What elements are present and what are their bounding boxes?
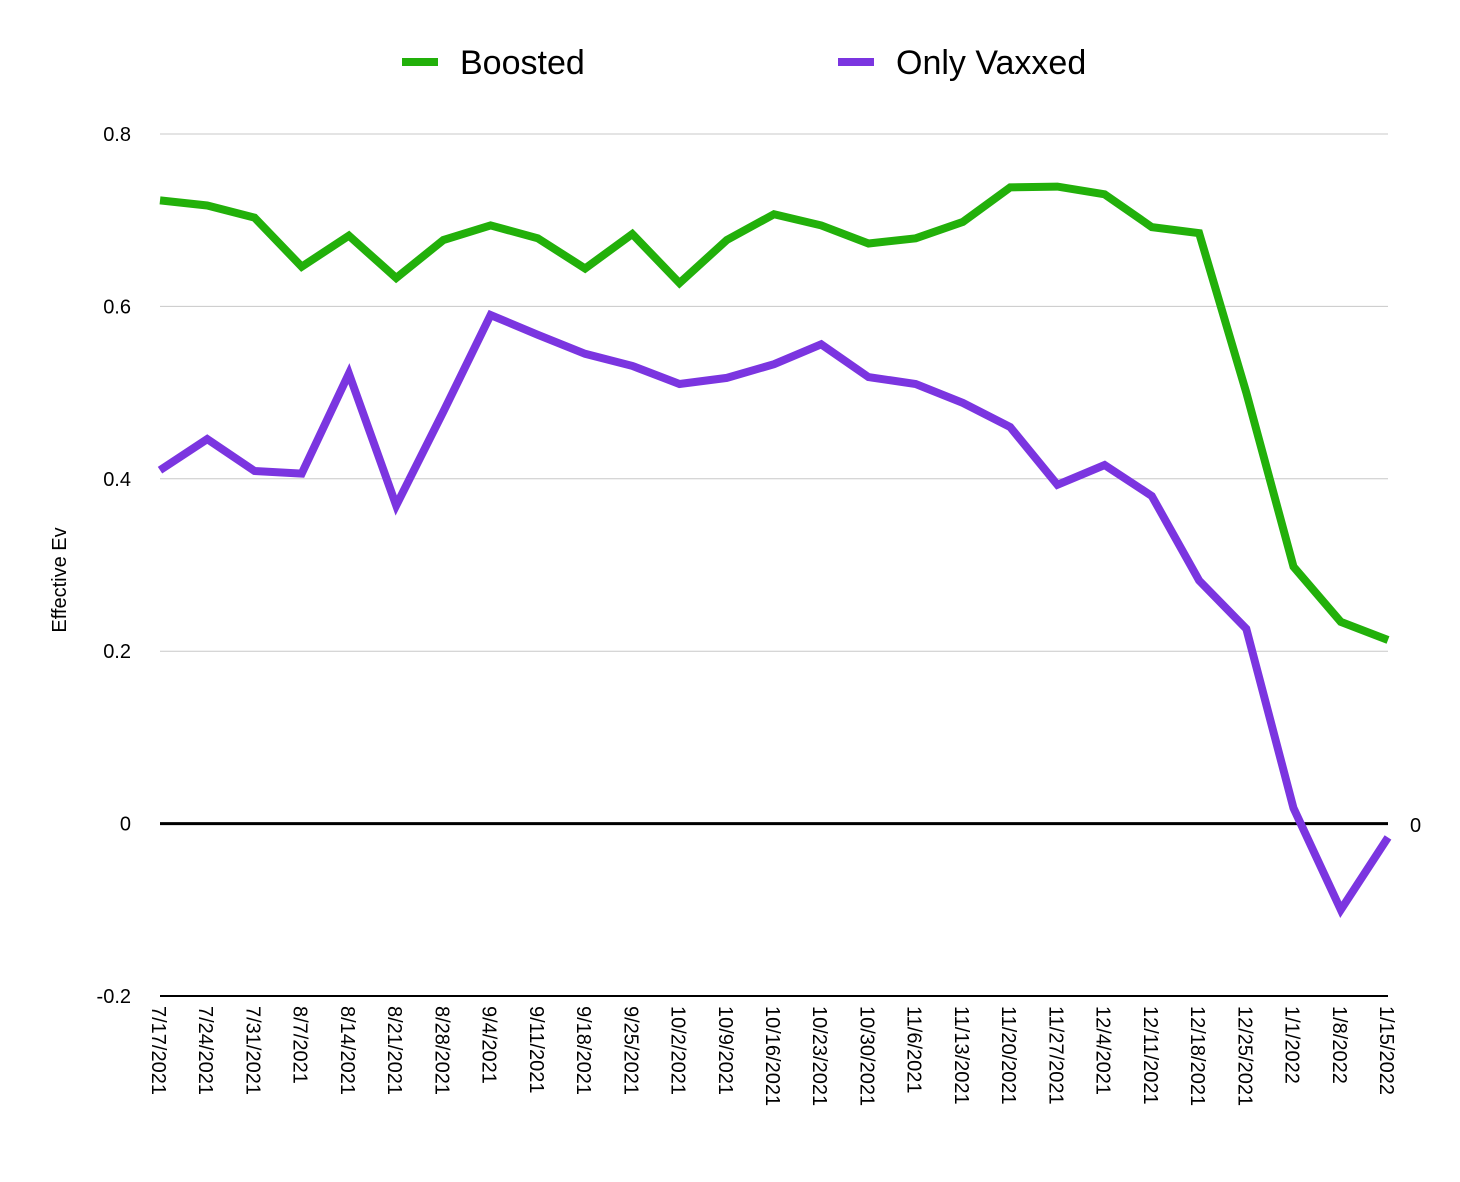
x-tick-label: 7/17/2021 xyxy=(147,1006,169,1095)
gridlines xyxy=(160,133,1388,997)
x-tick-label: 10/9/2021 xyxy=(714,1006,736,1095)
x-tick-label: 8/21/2021 xyxy=(383,1006,405,1095)
x-tick-label: 7/31/2021 xyxy=(241,1006,263,1095)
series-line-boosted xyxy=(159,182,1390,644)
y-tick-label: 0.2 xyxy=(103,641,131,663)
y-tick-label: -0.2 xyxy=(97,986,131,1008)
x-tick-label: 11/13/2021 xyxy=(950,1006,972,1105)
y-axis-title: Effective Ev xyxy=(49,527,71,632)
x-tick-label: 8/28/2021 xyxy=(430,1006,452,1095)
y-tick-label: 0 xyxy=(120,814,131,836)
x-tick-label: 10/30/2021 xyxy=(855,1006,877,1106)
x-tick-label: 9/11/2021 xyxy=(525,1006,547,1094)
series-line-only-vaxxed xyxy=(157,309,1392,919)
legend-label: Only Vaxxed xyxy=(896,44,1086,82)
x-tick-label: 12/4/2021 xyxy=(1092,1006,1114,1095)
x-tick-label: 10/16/2021 xyxy=(761,1006,783,1106)
legend: Boosted Only Vaxxed xyxy=(402,44,1086,82)
legend-label: Boosted xyxy=(460,44,585,82)
x-tick-label: 10/23/2021 xyxy=(808,1006,830,1106)
x-tick-label: 1/8/2022 xyxy=(1328,1006,1350,1084)
y-axis-ticks: -0.2 0 0.2 0.4 0.6 0.8 xyxy=(97,124,131,1008)
x-tick-label: 11/6/2021 xyxy=(903,1006,925,1094)
x-tick-label: 8/7/2021 xyxy=(289,1006,311,1084)
x-tick-label: 12/18/2021 xyxy=(1186,1006,1208,1106)
x-axis-ticks: 7/17/2021 7/24/2021 7/31/2021 8/7/2021 8/14/… xyxy=(147,1006,1397,1106)
x-tick-label: 12/11/2021 xyxy=(1139,1006,1161,1105)
x-tick-label: 8/14/2021 xyxy=(336,1006,358,1095)
y-tick-label: 0.6 xyxy=(103,296,131,318)
x-tick-label: 7/24/2021 xyxy=(194,1006,216,1095)
x-tick-label: 1/1/2022 xyxy=(1281,1006,1303,1084)
x-tick-label: 10/2/2021 xyxy=(667,1006,689,1095)
y-tick-label: 0.8 xyxy=(103,124,131,146)
x-tick-label: 9/25/2021 xyxy=(619,1006,641,1095)
x-tick-label: 1/15/2022 xyxy=(1375,1006,1397,1095)
x-tick-label: 9/4/2021 xyxy=(478,1006,500,1084)
x-tick-label: 11/20/2021 xyxy=(997,1006,1019,1105)
x-tick-label: 12/25/2021 xyxy=(1233,1006,1255,1106)
x-tick-label: 9/18/2021 xyxy=(572,1006,594,1095)
series-lines xyxy=(157,182,1392,919)
x-tick-label: 11/27/2021 xyxy=(1044,1006,1066,1105)
zero-line-label: 0 xyxy=(1410,815,1421,837)
y-tick-label: 0.4 xyxy=(103,469,131,491)
